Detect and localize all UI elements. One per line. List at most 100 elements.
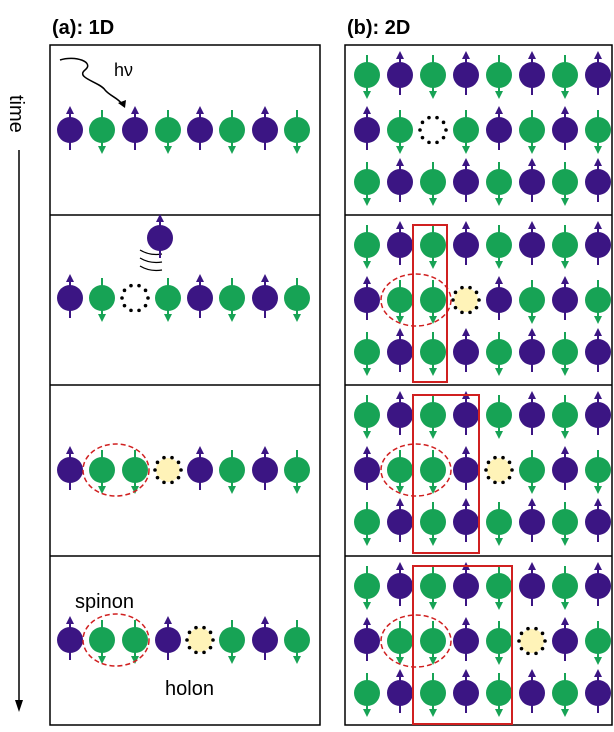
spin-up: [57, 285, 83, 311]
spin-arrow: [495, 106, 503, 114]
spin-arrow: [293, 656, 301, 664]
spin-arrow: [228, 486, 236, 494]
spin-down: [155, 117, 181, 143]
holon-dot: [162, 481, 166, 485]
spin-down: [420, 339, 446, 365]
spin-down: [89, 457, 115, 483]
spin-down: [354, 573, 380, 599]
holon-dot: [129, 309, 133, 313]
spin-down: [155, 285, 181, 311]
spin-arrow: [528, 221, 536, 229]
holon-dot: [170, 481, 174, 485]
spin-arrow: [528, 146, 536, 154]
spin-arrow: [462, 498, 470, 506]
spin-up: [552, 117, 578, 143]
holon-dot: [520, 632, 524, 636]
spin-arrow: [363, 709, 371, 717]
spin-down: [552, 232, 578, 258]
holon-dot: [493, 481, 497, 485]
holon-dot: [194, 626, 198, 630]
spin-arrow: [594, 486, 602, 494]
spin-arrow: [495, 91, 503, 99]
spin-arrow: [196, 446, 204, 454]
holon-dot: [202, 651, 206, 655]
spin-arrow: [561, 431, 569, 439]
spin-up: [387, 573, 413, 599]
spin-up: [453, 628, 479, 654]
spin-up: [486, 287, 512, 313]
spin-down: [284, 285, 310, 311]
holon-dot: [421, 121, 425, 125]
spin-arrow: [528, 316, 536, 324]
spin-arrow: [164, 616, 172, 624]
spin-up: [187, 457, 213, 483]
holon: [520, 629, 544, 653]
spin-down: [387, 457, 413, 483]
holon-label: holon: [165, 678, 214, 700]
spin-arrow: [462, 146, 470, 154]
row-dividers: [50, 215, 612, 556]
spin-down: [420, 509, 446, 535]
spin-arrow: [429, 91, 437, 99]
holon-dot: [435, 116, 439, 120]
holon-dot: [179, 468, 183, 472]
spin-up: [519, 573, 545, 599]
spin-up: [453, 680, 479, 706]
holon-dot: [137, 309, 141, 313]
spin-down: [552, 339, 578, 365]
holon-dot: [188, 631, 192, 635]
spin-arrow: [293, 146, 301, 154]
spin-down: [552, 573, 578, 599]
spin-arrow: [462, 158, 470, 166]
spin-arrow: [429, 198, 437, 206]
spin-up: [252, 117, 278, 143]
holon-dot: [153, 468, 157, 472]
holon-dot: [510, 468, 514, 472]
holon-dot: [501, 456, 505, 460]
holon-dot: [526, 652, 530, 656]
holon-dot: [468, 286, 472, 290]
spin-arrow: [429, 657, 437, 665]
spin-down: [585, 457, 611, 483]
spin-arrow: [261, 274, 269, 282]
spin-up: [585, 402, 611, 428]
spin-arrow: [462, 51, 470, 59]
spin-down: [552, 169, 578, 195]
spin-up: [585, 573, 611, 599]
spin-down: [519, 287, 545, 313]
spin-up: [585, 169, 611, 195]
spin-down: [486, 232, 512, 258]
spin-arrow: [363, 91, 371, 99]
spin-down: [284, 457, 310, 483]
spin-arrow: [293, 314, 301, 322]
spin-down: [519, 457, 545, 483]
spin-down: [354, 509, 380, 535]
spin-up: [387, 62, 413, 88]
holon-dot: [543, 639, 547, 643]
holon-dot: [177, 461, 181, 465]
holon-dot: [454, 306, 458, 310]
spin-arrow: [429, 486, 437, 494]
spin-down: [354, 62, 380, 88]
spin-arrow: [228, 314, 236, 322]
holon-dot: [508, 461, 512, 465]
spin-arrow: [462, 617, 470, 625]
spins: [57, 51, 611, 717]
spin-arrow: [363, 106, 371, 114]
spin-down: [219, 285, 245, 311]
spin-down: [122, 627, 148, 653]
spin-arrow: [66, 274, 74, 282]
holon-dot: [460, 311, 464, 315]
spin-down: [420, 402, 446, 428]
spin-up: [519, 680, 545, 706]
holon-dot: [444, 128, 448, 132]
spin-arrow: [561, 198, 569, 206]
spin-arrow: [594, 146, 602, 154]
spin-arrow: [561, 538, 569, 546]
spin-arrow: [495, 261, 503, 269]
holon-dot: [534, 652, 538, 656]
spin-up: [354, 457, 380, 483]
spin-arrow: [561, 91, 569, 99]
spin-down: [420, 287, 446, 313]
spin-arrow: [196, 106, 204, 114]
